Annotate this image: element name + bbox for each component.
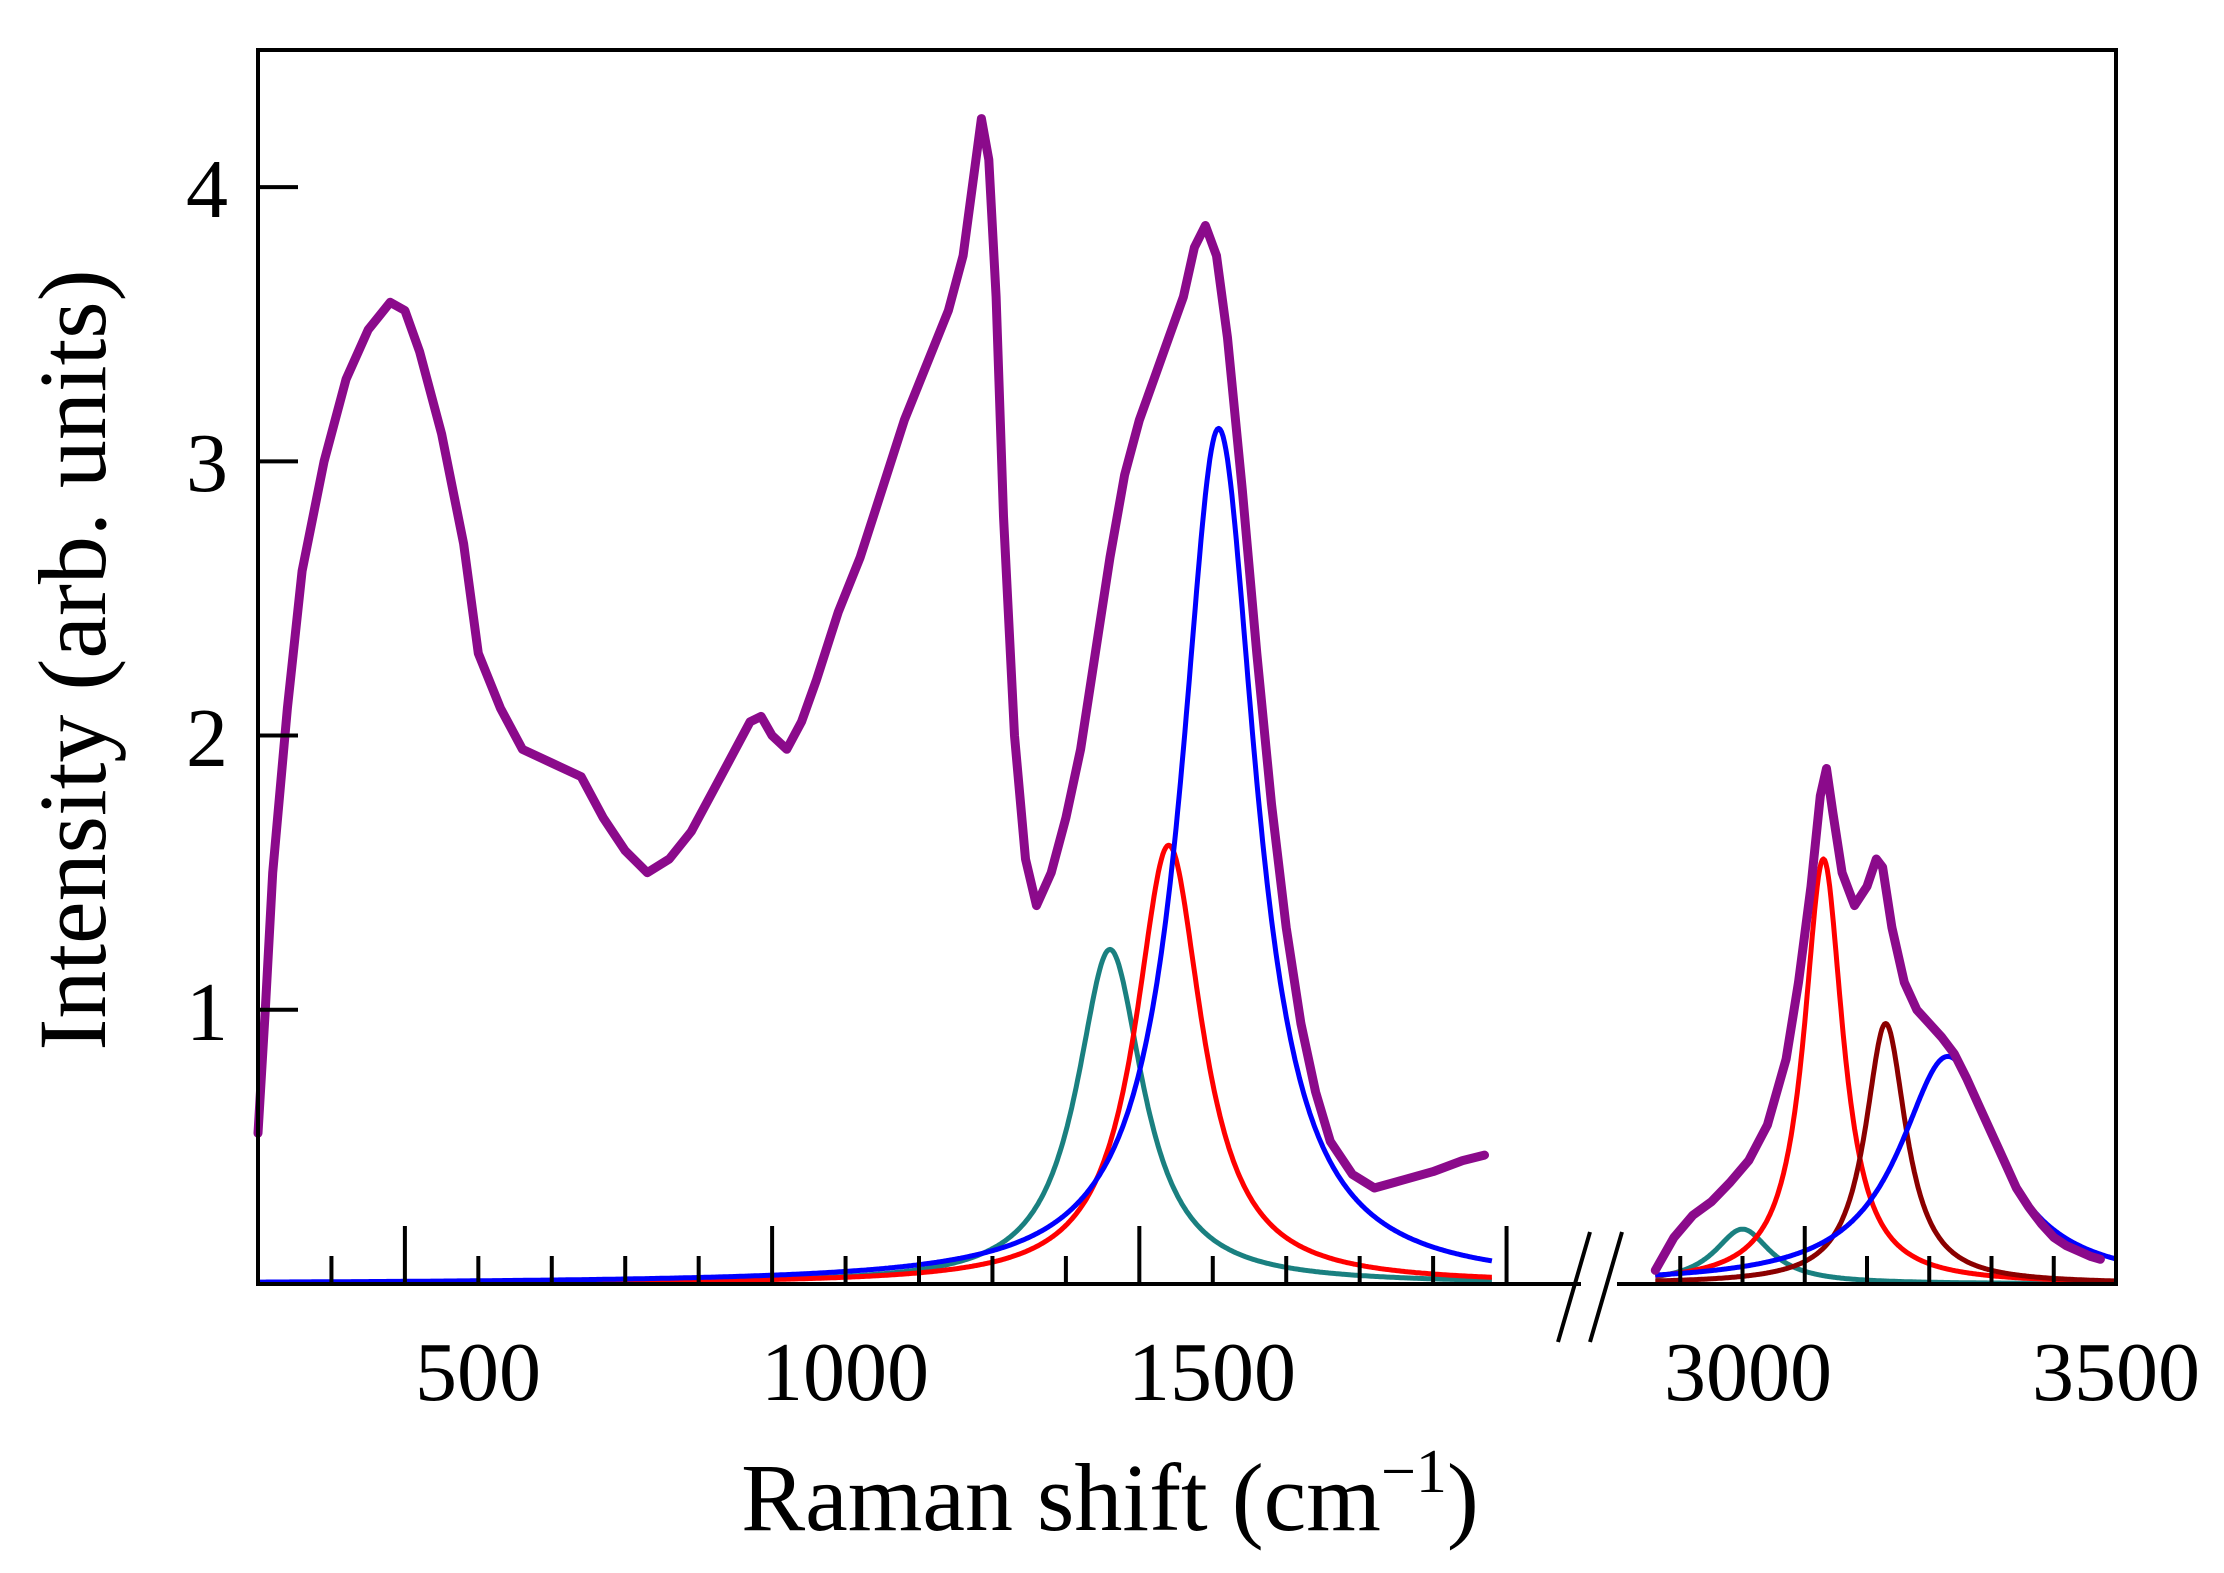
measured-spectrum-segment-2 [1650, 764, 2105, 1275]
axis-ticks [258, 185, 2056, 1284]
y-axis-title: Intensity (arb. units) [19, 269, 126, 1050]
x-tick-label-1000: 1000 [761, 1326, 929, 1419]
x-tick-label-3500: 3500 [2032, 1326, 2200, 1419]
measured-spectrum-segment-1 [253, 114, 1489, 1193]
axis-break-slash-right [1588, 1231, 1624, 1343]
x-axis-title-superscript: −1 [1381, 1438, 1447, 1506]
measured-spectrum-layer [253, 114, 2105, 1275]
y-tick-label-1: 1 [186, 966, 228, 1059]
plot-frame [256, 48, 2118, 1286]
x-tick-label-3000: 3000 [1664, 1326, 1832, 1419]
fit-d-g-band-curve [1654, 1021, 2118, 1284]
axis-break-slash-left [1556, 1231, 1592, 1343]
y-tick-label-4: 4 [186, 143, 228, 236]
fit-g-band-curve [257, 425, 1493, 1285]
x-axis-title-main: Raman shift (cm [741, 1444, 1381, 1551]
y-tick-label-2: 2 [186, 692, 228, 785]
fit-2750-band-curve [1654, 1226, 2118, 1286]
x-tick-label-500: 500 [415, 1326, 541, 1419]
fit-d-band-curve [257, 946, 1493, 1286]
x-axis-title: Raman shift (cm−1) [741, 1438, 1479, 1551]
x-axis-title-close: ) [1447, 1444, 1479, 1551]
axis-break-mark [1556, 1231, 1624, 1343]
fit-2d-band-curve [1654, 856, 2118, 1284]
x-tick-label-1500: 1500 [1128, 1326, 1296, 1419]
y-tick-label-3: 3 [186, 417, 228, 510]
